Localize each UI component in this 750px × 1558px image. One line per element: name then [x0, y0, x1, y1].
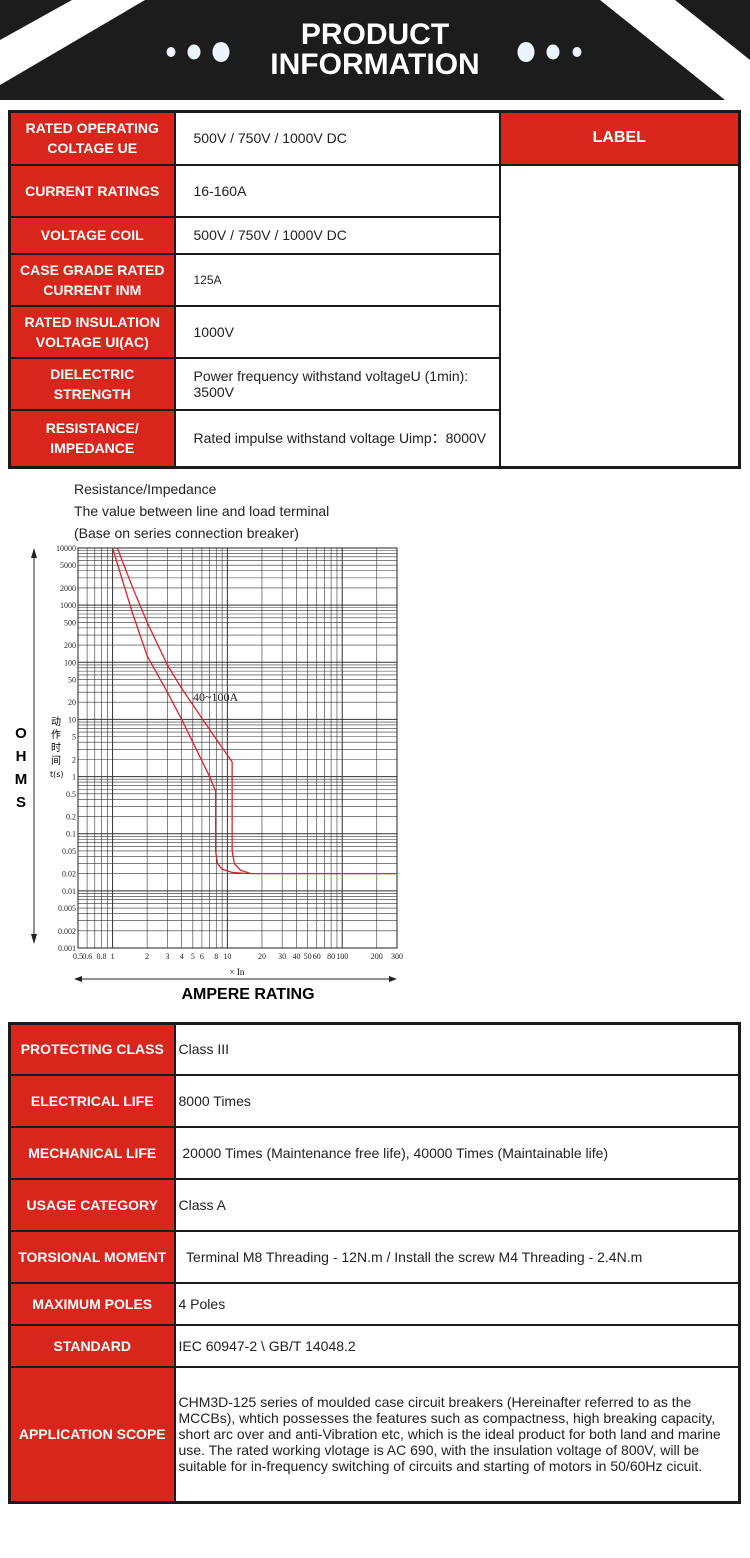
detail-key: USAGE CATEGORY	[8, 1177, 176, 1232]
spec-value: 500V / 750V / 1000V DC	[173, 110, 501, 166]
x-tick-label: 60	[313, 952, 321, 961]
page-title: PRODUCT INFORMATION	[0, 20, 750, 80]
spec-key: RESISTANCE/ IMPEDANCE	[8, 408, 176, 469]
x-axis-label: × In	[230, 967, 245, 977]
trip-curve-upper	[116, 547, 397, 875]
y-tick-label: 2	[72, 755, 76, 764]
label-header: LABEL	[498, 110, 741, 166]
spec-key: RATED INSULATION VOLTAGE UI(AC)	[8, 304, 176, 359]
x-arrow-head-left	[74, 976, 82, 982]
x-tick-label: 3	[165, 952, 169, 961]
y-tick-label: 10000	[56, 544, 76, 553]
x-tick-label: 1	[111, 952, 115, 961]
x-arrow-head-right	[389, 976, 397, 982]
note-line: (Base on series connection breaker)	[74, 525, 299, 541]
detail-key: STANDARD	[8, 1323, 176, 1368]
y-tick-label: 0.05	[62, 847, 76, 856]
y-tick-label: 0.2	[66, 813, 76, 822]
title-line-1: PRODUCT	[300, 18, 450, 51]
chart-notes: Resistance/Impedance The value between l…	[74, 478, 329, 544]
x-tick-label: 300	[391, 952, 403, 961]
x-tick-label: 100	[336, 952, 348, 961]
x-tick-label: 0.6	[82, 952, 92, 961]
spec-value: 500V / 750V / 1000V DC	[173, 215, 501, 255]
detail-value: CHM3D-125 series of moulded case circuit…	[173, 1365, 741, 1504]
y-tick-label: 0.005	[58, 904, 76, 913]
x-tick-label: 80	[327, 952, 335, 961]
y-tick-label: 10	[68, 715, 76, 724]
y-tick-label: 20	[68, 698, 76, 707]
y-tick-label: 0.5	[66, 790, 76, 799]
header-decoration	[0, 0, 750, 100]
detail-value: 4 Poles	[173, 1281, 741, 1326]
detail-key: APPLICATION SCOPE	[8, 1365, 176, 1504]
y-tick-label: 0.1	[66, 830, 76, 839]
x-tick-label: 2	[145, 952, 149, 961]
header-banner: PRODUCT INFORMATION	[0, 0, 750, 100]
y-tick-label: 1	[72, 773, 76, 782]
x-tick-label: 40	[293, 952, 301, 961]
detail-key: TORSIONAL MOMENT	[8, 1229, 176, 1284]
x-tick-label: 50	[304, 952, 312, 961]
y-tick-label: 200	[64, 641, 76, 650]
note-line: Resistance/Impedance	[74, 481, 217, 497]
y-tick-label: 0.02	[62, 870, 76, 879]
detail-value: IEC 60947-2 \ GB/T 14048.2	[173, 1323, 741, 1368]
x-tick-label: 4	[180, 952, 184, 961]
spec-key: CURRENT RATINGS	[8, 163, 176, 218]
detail-value: Class III	[173, 1022, 741, 1076]
x-tick-label: 30	[278, 952, 286, 961]
spec-value: 125A	[173, 252, 501, 307]
spec-value: 1000V	[173, 304, 501, 359]
detail-value: Class A	[173, 1177, 741, 1232]
curve-annotation: 40~100A	[193, 690, 238, 704]
x-tick-label: 200	[371, 952, 383, 961]
spec-table: RATED OPERATING COLTAGE UE 500V / 750V / …	[8, 110, 741, 469]
y-tick-label: 1000	[60, 601, 76, 610]
title-line-2: INFORMATION	[270, 48, 480, 81]
detail-key: ELECTRICAL LIFE	[8, 1073, 176, 1128]
y-tick-label: 500	[64, 618, 76, 627]
y-arrow-head-down	[31, 934, 37, 944]
y-tick-label: 5000	[60, 561, 76, 570]
spec-key: CASE GRADE RATED CURRENT INM	[8, 252, 176, 307]
spec-key: DIELECTRIC STRENGTH	[8, 356, 176, 411]
plot-frame	[77, 547, 398, 949]
label-cell	[498, 163, 741, 469]
spec-value: 16-160A	[173, 163, 501, 218]
detail-value: Terminal M8 Threading - 12N.m / Install …	[173, 1229, 741, 1284]
y-tick-label: 5	[72, 733, 76, 742]
x-tick-label: 20	[258, 952, 266, 961]
y-tick-label: 0.002	[58, 927, 76, 936]
spec-value: Rated impulse withstand voltage Uimp：800…	[173, 408, 501, 469]
details-table: PROTECTING CLASS Class III ELECTRICAL LIF…	[8, 1022, 741, 1504]
detail-key: PROTECTING CLASS	[8, 1022, 176, 1076]
ampere-rating-label: AMPERE RATING	[181, 986, 315, 1003]
x-tick-label: 8	[214, 952, 218, 961]
trip-curve-chart: 100005000200010005002001005020105210.50.…	[31, 544, 403, 982]
y-tick-label: 0.01	[62, 887, 76, 896]
trip-curve-lower	[111, 547, 248, 875]
note-line: The value between line and load terminal	[74, 503, 330, 519]
x-tick-label: 5	[191, 952, 195, 961]
x-tick-label: 0.5	[73, 952, 83, 961]
spec-value: Power frequency withstand voltageU (1min…	[173, 356, 501, 411]
y-tick-label: 2000	[60, 584, 76, 593]
detail-value: 8000 Times	[173, 1073, 741, 1128]
x-tick-label: 10	[223, 952, 231, 961]
detail-key: MAXIMUM POLES	[8, 1281, 176, 1326]
spec-key: RATED OPERATING COLTAGE UE	[8, 110, 176, 166]
y-axis-label: 动作时间 t(s)	[50, 716, 64, 779]
spec-key: VOLTAGE COIL	[8, 215, 176, 255]
detail-value: 20000 Times (Maintenance free life), 400…	[173, 1125, 741, 1180]
y-arrow-head-up	[31, 548, 37, 558]
ohms-label: OHMS	[14, 725, 28, 811]
detail-key: MECHANICAL LIFE	[8, 1125, 176, 1180]
y-tick-label: 0.001	[58, 944, 76, 953]
x-tick-label: 0.8	[96, 952, 106, 961]
y-tick-label: 50	[68, 675, 76, 684]
y-tick-label: 100	[64, 658, 76, 667]
x-tick-label: 6	[200, 952, 204, 961]
